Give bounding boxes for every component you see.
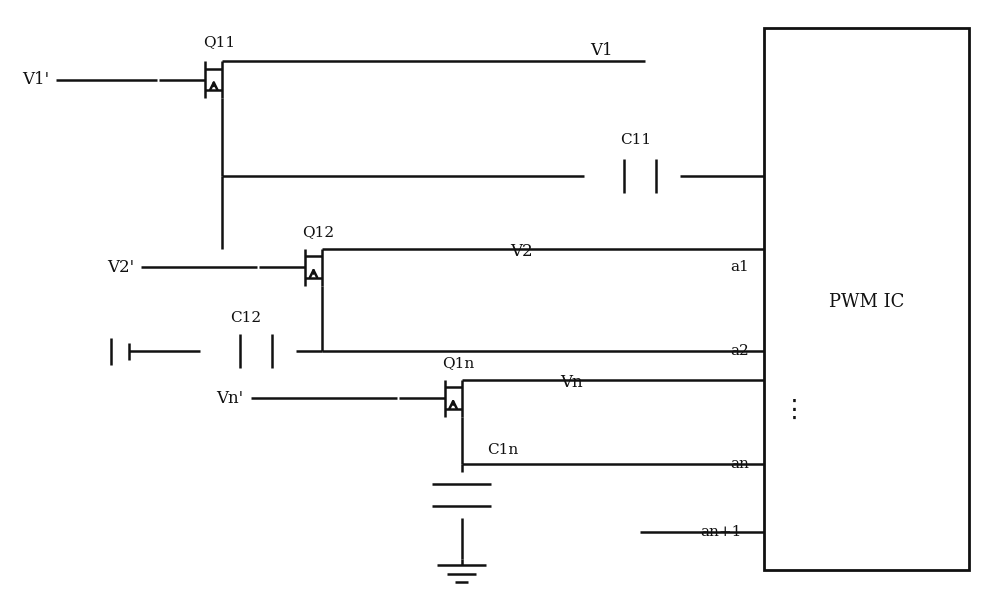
Text: PWM IC: PWM IC (829, 293, 905, 311)
Text: C11: C11 (620, 133, 651, 147)
Text: an: an (730, 457, 749, 471)
Text: V2: V2 (510, 243, 533, 260)
Bar (764, 28, 969, 570)
Text: Q12: Q12 (302, 225, 335, 239)
Text: V1: V1 (590, 42, 612, 59)
Text: a2: a2 (731, 344, 749, 358)
Text: Q1n: Q1n (442, 356, 474, 370)
Text: Vn: Vn (560, 374, 582, 391)
Text: C12: C12 (230, 311, 261, 325)
Text: C1n: C1n (487, 443, 518, 457)
Text: V1': V1' (22, 71, 49, 88)
Text: a1: a1 (731, 260, 749, 274)
Text: ⋮: ⋮ (782, 398, 807, 422)
Text: Vn': Vn' (217, 390, 244, 406)
Text: V2': V2' (107, 259, 134, 275)
Text: Q11: Q11 (203, 36, 235, 50)
Text: an+1: an+1 (700, 525, 741, 539)
